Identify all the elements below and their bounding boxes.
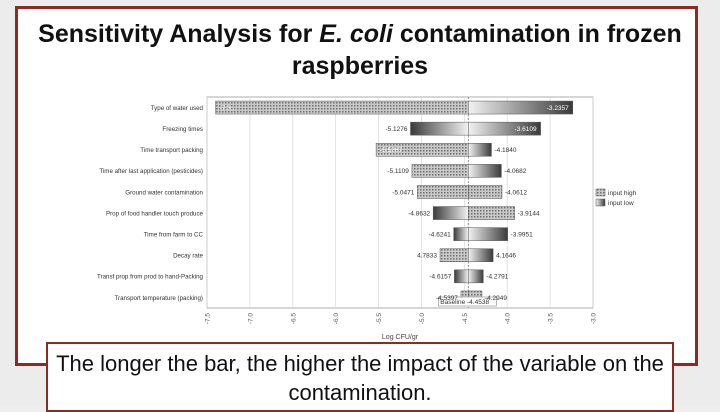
legend-swatch [595,198,606,207]
bar-high-side [468,269,484,284]
bar-value-label: -4.6157 [429,274,451,281]
bar-low-side [454,269,469,284]
x-tick-label: -6.0 [333,313,340,325]
x-tick-label: -5.0 [419,313,426,325]
x-tick-label: -3.5 [548,313,555,325]
category-label: Transport temperature (packing) [115,295,204,302]
x-tick-label: -7.5 [205,313,212,325]
bar-high-side [468,100,574,115]
bar-value-label: -4.0682 [504,168,526,175]
x-tick-label: -7.0 [247,313,254,325]
bar-high-side [468,121,541,136]
bar-low-side [215,100,469,115]
category-label: Time after last application (pesticides) [99,168,203,175]
bar-value-label: -4.2791 [486,274,508,281]
bar-low-side [417,185,469,199]
bar-value-label: -7.3... [220,105,237,112]
bar-low-side [411,164,469,178]
category-label: Transf prop from prod to hand-Packing [97,274,204,281]
bar-high-side [468,227,508,241]
x-tick-label: -4.0 [505,313,512,325]
bar-value-label: -3.9144 [518,210,540,217]
bar-low-side [432,206,469,220]
bar-high-side [468,164,502,178]
legend-swatch [595,188,606,197]
bar-high-side [468,206,515,220]
legend-label: input high [608,190,637,197]
bar-value-label: -3.6109 [515,126,537,133]
bar-value-label: -3.2357 [547,105,569,112]
title-text-part1: Sensitivity Analysis for [38,20,320,48]
category-label: Ground water contamination [125,189,203,196]
bar-value-label: -5.0471 [392,189,414,196]
x-tick-label: -6.5 [290,313,297,325]
category-label: Decay rate [173,253,203,260]
bar-value-label: -4.0612 [505,189,527,196]
slide-caption: The longer the bar, the higher the impac… [46,342,674,412]
bar-low-side [453,227,469,241]
category-label: Prop of food handler touch produce [106,210,204,217]
bar-value-label: -4.1840 [494,147,516,154]
category-label: Time transport packing [140,147,203,154]
x-tick-label: -5.5 [376,313,383,325]
category-label: Type of water used [151,105,204,112]
slide-title: Sensitivity Analysis for E. coli contami… [20,18,700,82]
bar-value-label: -5.1276 [385,126,407,133]
x-tick-label: -4.5 [462,313,469,325]
bar-value-label: 4.1646 [496,253,516,260]
title-text-part2: contamination in frozen raspberries [291,20,682,80]
category-label: Time from farm to CC [144,231,204,238]
bar-low-side [439,248,469,262]
bar-value-label: -5.1109 [387,168,409,175]
bar-value-label: -5.5287 [380,147,402,154]
x-tick-label: -3.0 [591,313,598,325]
title-text-italic: E. coli [319,20,393,48]
bar-high-side [468,143,492,157]
bar-value-label: -4.5397 [436,295,458,302]
baseline-label: Baseline -4.4538 [440,299,489,306]
bar-value-label: -4.8632 [408,210,430,217]
baseline-box [437,296,497,307]
x-axis-label: Log CFU/gr [382,334,419,341]
bar-high-side [468,248,494,262]
category-label: Freezing times [162,126,203,133]
bar-value-label: -4.6241 [429,231,451,238]
legend-label: input low [608,200,634,207]
bar-low-side [410,121,469,136]
bar-value-label: -4.2949 [485,295,507,302]
bar-value-label: 4.7833 [417,253,437,260]
bar-high-side [468,185,503,199]
bar-value-label: -3.9951 [511,231,533,238]
